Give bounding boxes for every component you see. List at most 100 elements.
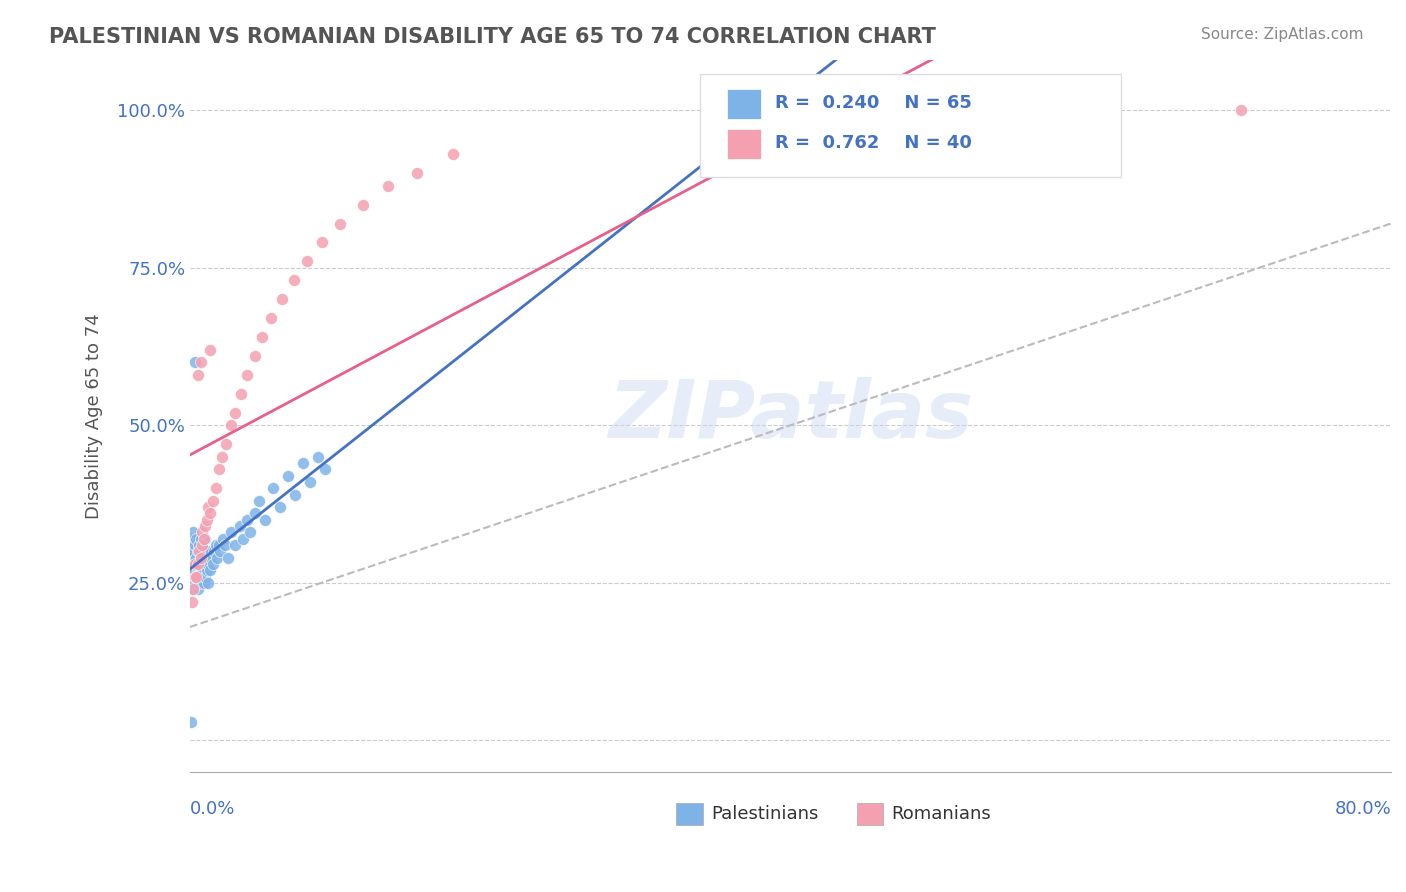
Bar: [727, 89, 761, 119]
Point: [193, 557, 215, 571]
Point: [180, 532, 202, 546]
Point: [215, 437, 238, 451]
Point: [184, 569, 207, 583]
Point: [181, 563, 204, 577]
Point: [179, 714, 201, 729]
Point: [180, 557, 202, 571]
Point: [187, 582, 209, 596]
Point: [262, 481, 284, 495]
Point: [194, 569, 217, 583]
Point: [181, 544, 204, 558]
Point: [204, 538, 226, 552]
Point: [183, 538, 205, 552]
Point: [187, 557, 209, 571]
Point: [311, 235, 333, 250]
Point: [219, 525, 242, 540]
Y-axis label: Disability Age 65 to 74: Disability Age 65 to 74: [86, 313, 103, 518]
Point: [207, 538, 229, 552]
Point: [197, 575, 219, 590]
Point: [188, 538, 211, 552]
Point: [236, 513, 259, 527]
Point: [184, 569, 207, 583]
Point: [197, 557, 219, 571]
Point: [194, 532, 217, 546]
Text: 0.0%: 0.0%: [190, 800, 235, 818]
Bar: [676, 803, 703, 825]
Text: PALESTINIAN VS ROMANIAN DISABILITY AGE 65 TO 74 CORRELATION CHART: PALESTINIAN VS ROMANIAN DISABILITY AGE 6…: [49, 27, 936, 46]
Point: [200, 550, 222, 565]
Point: [243, 349, 266, 363]
Point: [291, 456, 314, 470]
Point: [205, 550, 228, 565]
Point: [190, 569, 212, 583]
Point: [183, 557, 205, 571]
Point: [191, 563, 214, 577]
Text: Palestinians: Palestinians: [711, 805, 818, 823]
Point: [180, 569, 202, 583]
Point: [201, 494, 224, 508]
Point: [405, 166, 427, 180]
Point: [188, 575, 211, 590]
Point: [187, 368, 209, 382]
Point: [224, 406, 246, 420]
Point: [239, 525, 262, 540]
Bar: [727, 128, 761, 159]
Point: [191, 525, 214, 540]
Point: [207, 462, 229, 476]
Point: [183, 575, 205, 590]
Point: [352, 197, 374, 211]
Text: R =  0.240    N = 65: R = 0.240 N = 65: [775, 94, 972, 112]
Point: [180, 544, 202, 558]
Point: [377, 178, 399, 193]
Point: [187, 544, 209, 558]
Point: [195, 544, 218, 558]
Text: ZIPatlas: ZIPatlas: [607, 376, 973, 455]
Point: [190, 355, 212, 369]
Text: 80.0%: 80.0%: [1334, 800, 1391, 818]
Text: Source: ZipAtlas.com: Source: ZipAtlas.com: [1201, 27, 1364, 42]
Point: [254, 513, 277, 527]
Point: [191, 538, 214, 552]
Point: [183, 569, 205, 583]
Point: [295, 254, 318, 268]
Point: [229, 386, 252, 401]
Bar: [856, 803, 883, 825]
Point: [180, 550, 202, 565]
Point: [283, 273, 305, 287]
Point: [441, 147, 464, 161]
Point: [181, 582, 204, 596]
Point: [314, 462, 336, 476]
Point: [194, 550, 217, 565]
Point: [214, 538, 236, 552]
Point: [184, 532, 207, 546]
Point: [198, 343, 221, 357]
Point: [211, 450, 233, 464]
Point: [247, 494, 270, 508]
Point: [307, 450, 329, 464]
Point: [190, 550, 212, 565]
Point: [190, 550, 212, 565]
Point: [269, 500, 291, 515]
Text: Romanians: Romanians: [891, 805, 991, 823]
Point: [198, 563, 221, 577]
Point: [243, 507, 266, 521]
FancyBboxPatch shape: [700, 74, 1121, 178]
Point: [250, 330, 273, 344]
Point: [191, 544, 214, 558]
Point: [181, 582, 204, 596]
Point: [194, 519, 217, 533]
Point: [212, 532, 235, 546]
Point: [188, 557, 211, 571]
Point: [195, 513, 218, 527]
Point: [181, 525, 204, 540]
Point: [277, 468, 299, 483]
Point: [299, 475, 322, 489]
Point: [183, 557, 205, 571]
Point: [202, 544, 225, 558]
Point: [197, 500, 219, 515]
Point: [209, 544, 232, 558]
Point: [198, 507, 221, 521]
Point: [184, 550, 207, 565]
Point: [284, 487, 307, 501]
Point: [329, 217, 352, 231]
